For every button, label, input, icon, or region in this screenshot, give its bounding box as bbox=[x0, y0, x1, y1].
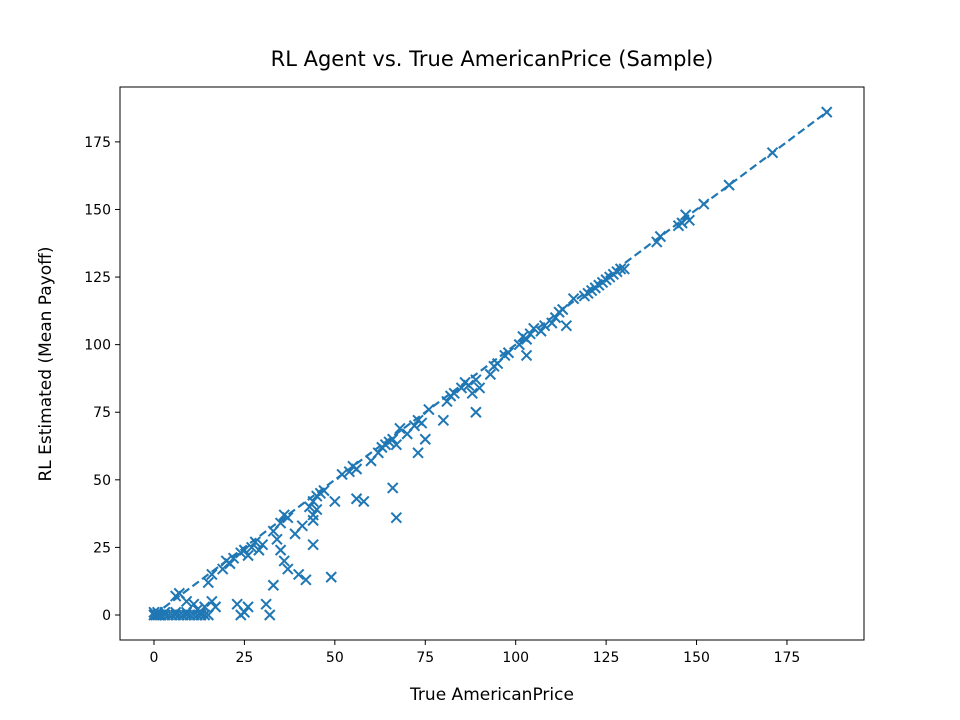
scatter-point bbox=[390, 511, 403, 524]
scatter-point bbox=[292, 568, 305, 581]
scatter-point bbox=[325, 571, 337, 583]
scatter-point bbox=[260, 598, 272, 610]
scatter-point bbox=[303, 501, 316, 513]
y-tick-label: 100 bbox=[84, 338, 111, 354]
scatter-point bbox=[206, 595, 218, 608]
y-tick-label: 175 bbox=[84, 135, 111, 151]
y-axis-label: RL Estimated (Mean Payoff) bbox=[36, 246, 56, 481]
scatter-point bbox=[358, 495, 370, 508]
scatter-point bbox=[311, 503, 323, 516]
scatter-point bbox=[387, 433, 399, 445]
x-tick-label: 175 bbox=[774, 650, 801, 666]
x-tick-label: 150 bbox=[683, 650, 710, 666]
scatter-point bbox=[159, 606, 171, 618]
scatter-point bbox=[278, 555, 290, 567]
scatter-point bbox=[282, 511, 294, 524]
scatter-point bbox=[195, 606, 207, 618]
x-tick-label: 25 bbox=[236, 650, 254, 666]
y-tick-label: 150 bbox=[84, 202, 111, 218]
scatter-point bbox=[274, 544, 287, 556]
scatter-point bbox=[513, 338, 526, 351]
x-tick-label: 125 bbox=[593, 650, 620, 666]
scatter-point bbox=[271, 533, 283, 546]
scatter-point bbox=[437, 414, 450, 427]
x-tick-label: 75 bbox=[416, 650, 434, 666]
scatter-point bbox=[390, 438, 403, 451]
scatter-point bbox=[676, 217, 688, 229]
scatter-point bbox=[264, 609, 276, 621]
scatter-point bbox=[148, 606, 160, 618]
scatter-point bbox=[520, 333, 533, 345]
scatter-point bbox=[202, 576, 214, 589]
scatter-point bbox=[307, 514, 319, 527]
scatter-point bbox=[502, 347, 515, 359]
plot-frame bbox=[119, 86, 865, 641]
scatter-point bbox=[329, 495, 341, 508]
scatter-point bbox=[470, 406, 482, 418]
scatter-point bbox=[350, 463, 363, 475]
scatter-point bbox=[567, 292, 580, 305]
scatter-point bbox=[318, 484, 330, 497]
scatter-point bbox=[206, 568, 218, 581]
scatter-point bbox=[484, 368, 497, 381]
scatter-point bbox=[253, 544, 265, 556]
y-tick-label: 75 bbox=[93, 405, 111, 421]
y-tick-label: 125 bbox=[84, 270, 111, 286]
reference-line bbox=[153, 109, 830, 616]
scatter-point bbox=[455, 382, 468, 394]
scatter-point bbox=[466, 387, 478, 400]
y-tick-label: 25 bbox=[93, 540, 111, 556]
scatter-point bbox=[180, 595, 193, 608]
x-tick-label: 100 bbox=[502, 650, 529, 666]
scatter-point bbox=[528, 322, 540, 335]
scatter-point bbox=[256, 538, 269, 551]
scatter-point bbox=[267, 579, 280, 591]
scatter-point bbox=[538, 320, 551, 332]
scatter-point bbox=[614, 263, 627, 275]
scatter-point bbox=[282, 563, 294, 575]
scatter-point bbox=[394, 422, 406, 435]
scatter-point bbox=[238, 544, 251, 556]
scatter-point bbox=[227, 552, 240, 564]
scatter-point bbox=[448, 387, 460, 400]
scatter-point bbox=[274, 517, 287, 529]
y-tick-label: 0 bbox=[102, 608, 111, 624]
scatter-point bbox=[242, 601, 254, 613]
scatter-point bbox=[350, 493, 363, 505]
chart-title: RL Agent vs. True AmericanPrice (Sample) bbox=[271, 47, 714, 71]
scatter-point bbox=[209, 601, 222, 613]
scatter-point bbox=[520, 349, 533, 362]
scatter-point bbox=[412, 447, 424, 459]
scatter-point bbox=[415, 417, 428, 429]
scatter-point bbox=[651, 236, 663, 248]
scatter-point bbox=[245, 541, 258, 554]
scatter-point bbox=[560, 320, 573, 332]
x-tick-label: 0 bbox=[150, 650, 159, 666]
scatter-point bbox=[242, 549, 254, 562]
scatter-point bbox=[343, 465, 356, 478]
scatter-point bbox=[307, 538, 319, 551]
y-tick-label: 50 bbox=[93, 473, 111, 489]
scatter-point bbox=[296, 520, 309, 532]
scatter-point bbox=[198, 601, 211, 613]
scatter-point bbox=[679, 209, 692, 221]
scatter-point bbox=[535, 325, 547, 337]
scatter-point bbox=[408, 420, 421, 432]
scatter-point bbox=[387, 482, 399, 494]
x-tick-label: 50 bbox=[326, 650, 344, 666]
scatter-point bbox=[169, 606, 182, 618]
scatter-point bbox=[473, 382, 486, 394]
scatter-point bbox=[249, 536, 261, 548]
scatter-point bbox=[300, 574, 312, 586]
scatter-point bbox=[231, 598, 243, 610]
scatter-point bbox=[419, 433, 431, 445]
scatter-point bbox=[217, 563, 229, 575]
x-axis-label: True AmericanPrice bbox=[409, 685, 574, 705]
